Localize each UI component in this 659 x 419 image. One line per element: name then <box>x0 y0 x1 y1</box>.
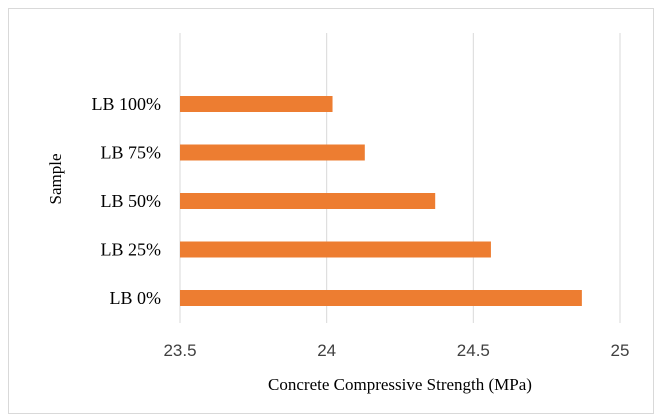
chart-frame <box>8 8 654 414</box>
y-axis-title: Sample <box>46 154 65 205</box>
category-label: LB 0% <box>110 288 162 308</box>
x-tick-label: 24.5 <box>457 341 490 360</box>
bar <box>180 144 365 161</box>
category-label: LB 25% <box>101 240 162 260</box>
category-label: LB 50% <box>101 191 162 211</box>
bar <box>180 290 582 306</box>
gridlines <box>179 33 621 323</box>
x-tick-label: 23.5 <box>163 341 196 360</box>
bar <box>180 193 436 209</box>
x-tick-label: 25 <box>611 341 630 360</box>
bar <box>180 96 333 112</box>
category-label: LB 100% <box>92 94 162 114</box>
x-tick-label: 24 <box>317 341 336 360</box>
bars <box>180 96 582 306</box>
bar <box>180 241 491 258</box>
x-axis-title: Concrete Compressive Strength (MPa) <box>268 375 532 394</box>
category-label: LB 75% <box>101 143 162 163</box>
category-labels: LB 0% LB 25% LB 50% LB 75% LB 100% <box>92 94 162 308</box>
x-tick-labels: 23.5 24 24.5 25 <box>163 341 629 360</box>
